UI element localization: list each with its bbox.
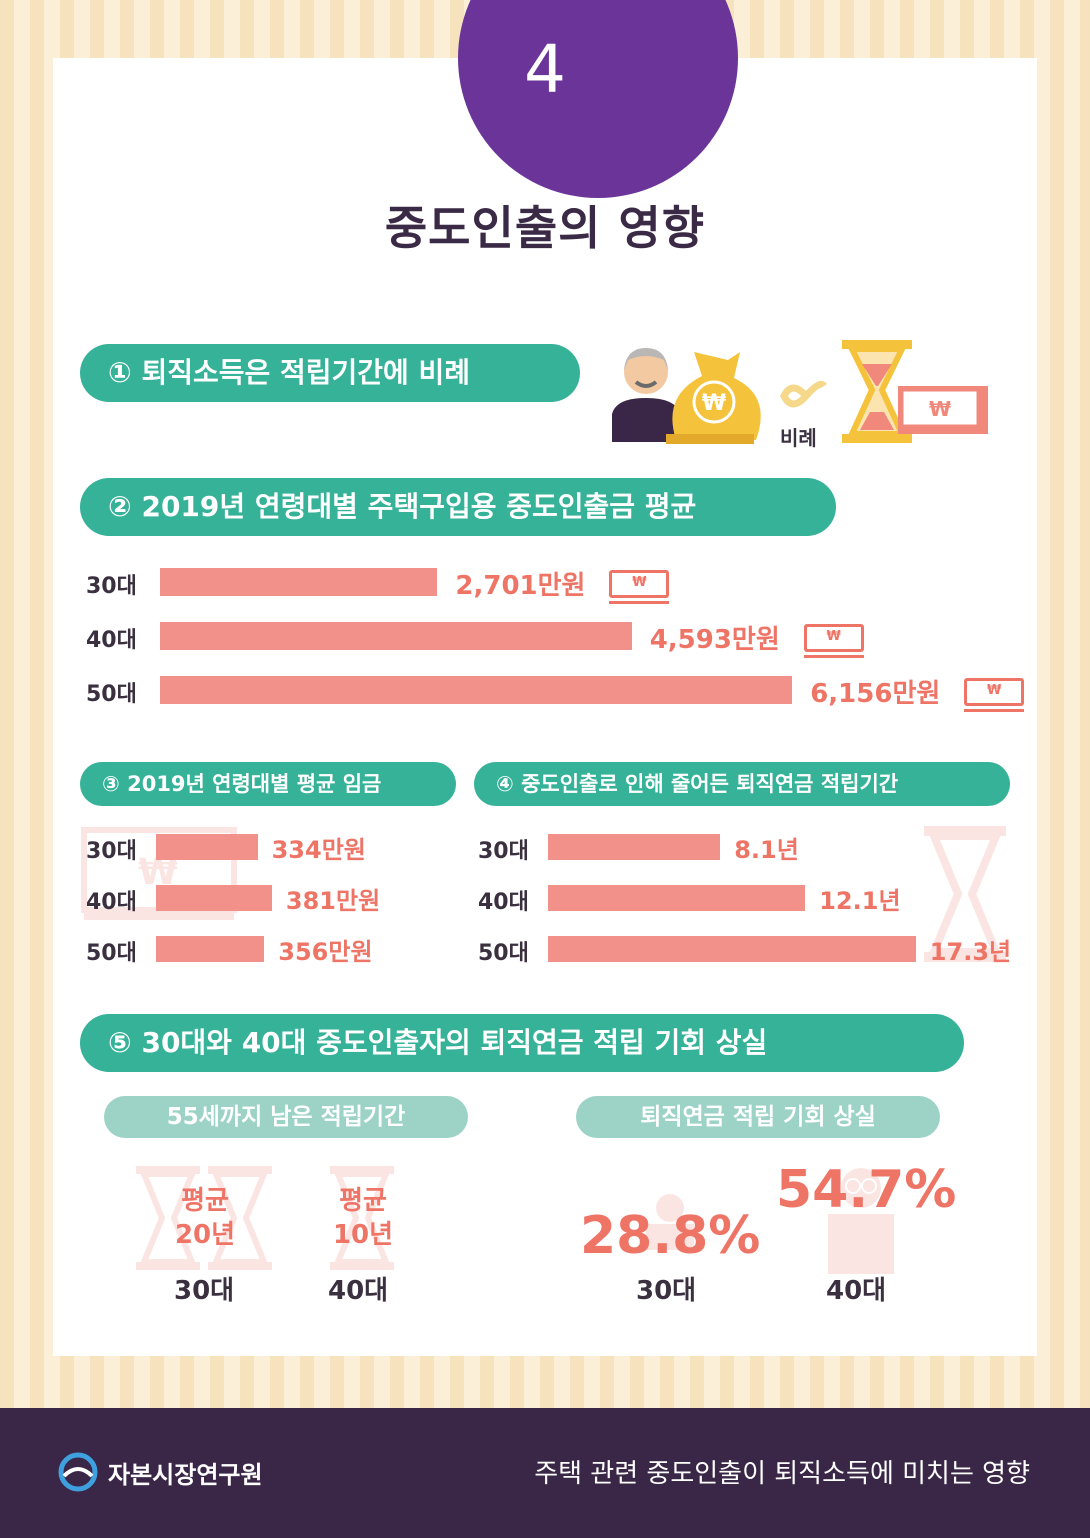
remaining-period-title: 55세까지 남은 적립기간 bbox=[104, 1096, 468, 1138]
bar bbox=[548, 885, 806, 911]
bar bbox=[160, 622, 632, 650]
main-card bbox=[53, 0, 1037, 1356]
person-watermark-icon bbox=[646, 1194, 694, 1250]
hourglass-icon bbox=[842, 340, 912, 443]
bar-category-label: 40대 bbox=[478, 890, 529, 915]
hourglass-pair-icon bbox=[136, 1166, 272, 1270]
elderly-person-icon bbox=[612, 348, 680, 442]
bar bbox=[156, 885, 272, 911]
bar-category-label: 40대 bbox=[86, 628, 137, 653]
bar-value-label: 356만원 bbox=[278, 938, 373, 966]
remaining-30s: 평균 20년 bbox=[160, 1184, 250, 1252]
bar-category-label: 30대 bbox=[86, 574, 137, 599]
bar-category-label: 30대 bbox=[86, 839, 137, 864]
bar bbox=[156, 834, 258, 860]
remaining-age-40s: 40대 bbox=[328, 1276, 389, 1306]
bar bbox=[156, 936, 265, 962]
section4-pill: ④ 중도인출로 인해 줄어든 퇴직연금 적립기간 bbox=[474, 762, 1010, 806]
won-symbol: ₩ bbox=[929, 397, 951, 421]
bar-category-label: 50대 bbox=[478, 941, 529, 966]
bar bbox=[160, 568, 438, 596]
loss-pct-30s: 28.8% bbox=[580, 1206, 761, 1266]
banknote-icon: ₩ bbox=[803, 624, 864, 658]
section2-pill: ② 2019년 연령대별 주택구입용 중도인출금 평균 bbox=[80, 478, 836, 536]
person-watermark-icon bbox=[828, 1168, 894, 1274]
footer-subtitle: 주택 관련 중도인출이 퇴직소득에 미치는 영향 bbox=[534, 1459, 1030, 1489]
bar-value-label: 334만원 bbox=[271, 836, 366, 864]
bar-value-label: 17.3년 bbox=[929, 938, 1012, 966]
loss-pct-40s: 54.7% bbox=[776, 1160, 957, 1220]
remaining-age-30s: 30대 bbox=[174, 1276, 235, 1306]
bar-value-label: 381만원 bbox=[285, 887, 381, 915]
banknote-icon: ₩ bbox=[898, 386, 988, 434]
bar-value-label: 4,593만원 bbox=[649, 625, 780, 655]
proportion-illustration: ₩ ₩ bbox=[612, 340, 988, 444]
footer bbox=[0, 1408, 1090, 1538]
bar-category-label: 30대 bbox=[478, 839, 529, 864]
banknote-icon: ₩ bbox=[964, 678, 1025, 712]
footer-org-name: 자본시장연구원 bbox=[108, 1461, 263, 1489]
page-title: 중도인출의 영향 bbox=[384, 201, 706, 255]
remaining-40s-line1: 평균 bbox=[339, 1186, 387, 1216]
proportional-label: 비례 bbox=[780, 426, 817, 450]
remaining-30s-line1: 평균 bbox=[181, 1186, 229, 1216]
banknote-icon: ₩ bbox=[609, 570, 670, 604]
loss-age-40s: 40대 bbox=[826, 1276, 887, 1306]
bar-category-label: 50대 bbox=[86, 941, 137, 966]
loss-age-30s: 30대 bbox=[636, 1276, 697, 1306]
bar-value-label: 2,701만원 bbox=[455, 571, 586, 601]
page-number-text: 4 bbox=[524, 31, 566, 108]
won-symbol: ₩ bbox=[702, 391, 726, 416]
page-number: 4 bbox=[0, 0, 1090, 120]
section5-pill: ⑤ 30대와 40대 중도인출자의 퇴직연금 적립 기회 상실 bbox=[80, 1014, 964, 1072]
bar-value-label: 8.1년 bbox=[734, 836, 799, 864]
loss-title: 퇴직연금 적립 기회 상실 bbox=[576, 1096, 940, 1138]
bar bbox=[548, 936, 916, 962]
money-bag-icon: ₩ bbox=[666, 352, 761, 444]
remaining-30s-line2: 20년 bbox=[174, 1220, 236, 1250]
remaining-40s: 평균 10년 bbox=[318, 1184, 408, 1252]
remaining-40s-line2: 10년 bbox=[332, 1220, 394, 1250]
bar-value-label: 6,156만원 bbox=[810, 679, 941, 709]
bar bbox=[160, 676, 793, 704]
section1-pill: ① 퇴직소득은 적립기간에 비례 bbox=[80, 344, 580, 402]
proportional-icon bbox=[780, 380, 827, 408]
bar-category-label: 50대 bbox=[86, 682, 137, 707]
hourglass-watermark-icon bbox=[924, 826, 1006, 962]
bar-category-label: 40대 bbox=[86, 890, 137, 915]
hourglass-single-icon bbox=[330, 1166, 394, 1270]
section3-pill: ③ 2019년 연령대별 평균 임금 bbox=[80, 762, 456, 806]
kcmi-logo-icon bbox=[58, 1452, 98, 1492]
bar-value-label: 12.1년 bbox=[819, 887, 901, 915]
bar bbox=[548, 834, 721, 860]
